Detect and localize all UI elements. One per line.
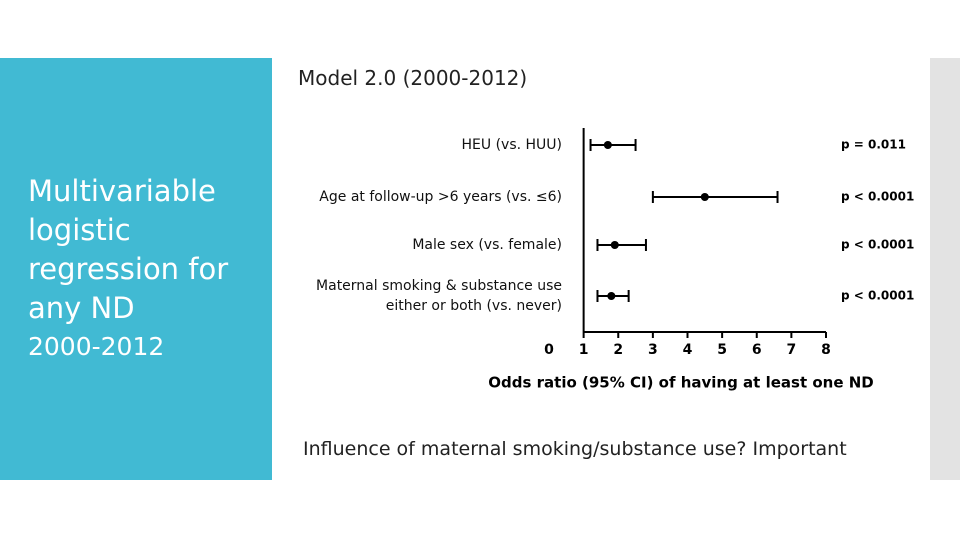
category-label: Age at follow-up >6 years (vs. ≤6) [319,189,562,205]
x-tick-label: 3 [648,342,658,358]
p-value: p = 0.011 [841,138,906,152]
chart-title: Model 2.0 (2000-2012) [298,66,528,90]
footer-text: Influence of maternal smoking/substance … [303,438,847,460]
p-value: p < 0.0001 [841,238,914,252]
x-tick-label: 6 [752,342,762,358]
x-tick-label: 4 [683,342,693,358]
side-bar [930,58,960,480]
x-tick-label: 0 [544,342,554,358]
x-tick-label: 7 [787,342,797,358]
category-label: Male sex (vs. female) [412,237,562,253]
side-title: Multivariable logistic regression for an… [28,174,229,325]
x-tick-label: 2 [613,342,623,358]
estimate-point [603,141,612,149]
side-years: 2000-2012 [28,332,165,361]
p-value: p < 0.0001 [841,190,914,204]
x-tick-label: 5 [717,342,727,358]
x-axis-label: Odds ratio (95% CI) of having at least o… [488,374,873,392]
x-tick-label: 8 [821,342,831,358]
estimate-point [700,193,709,201]
estimate-point [607,292,616,300]
x-tick-label: 1 [579,342,589,358]
category-label: Maternal smoking & substance use either … [316,278,562,314]
side-panel [0,58,272,480]
estimate-point [610,241,619,249]
p-value: p < 0.0001 [841,289,914,303]
category-label: HEU (vs. HUU) [461,137,563,153]
